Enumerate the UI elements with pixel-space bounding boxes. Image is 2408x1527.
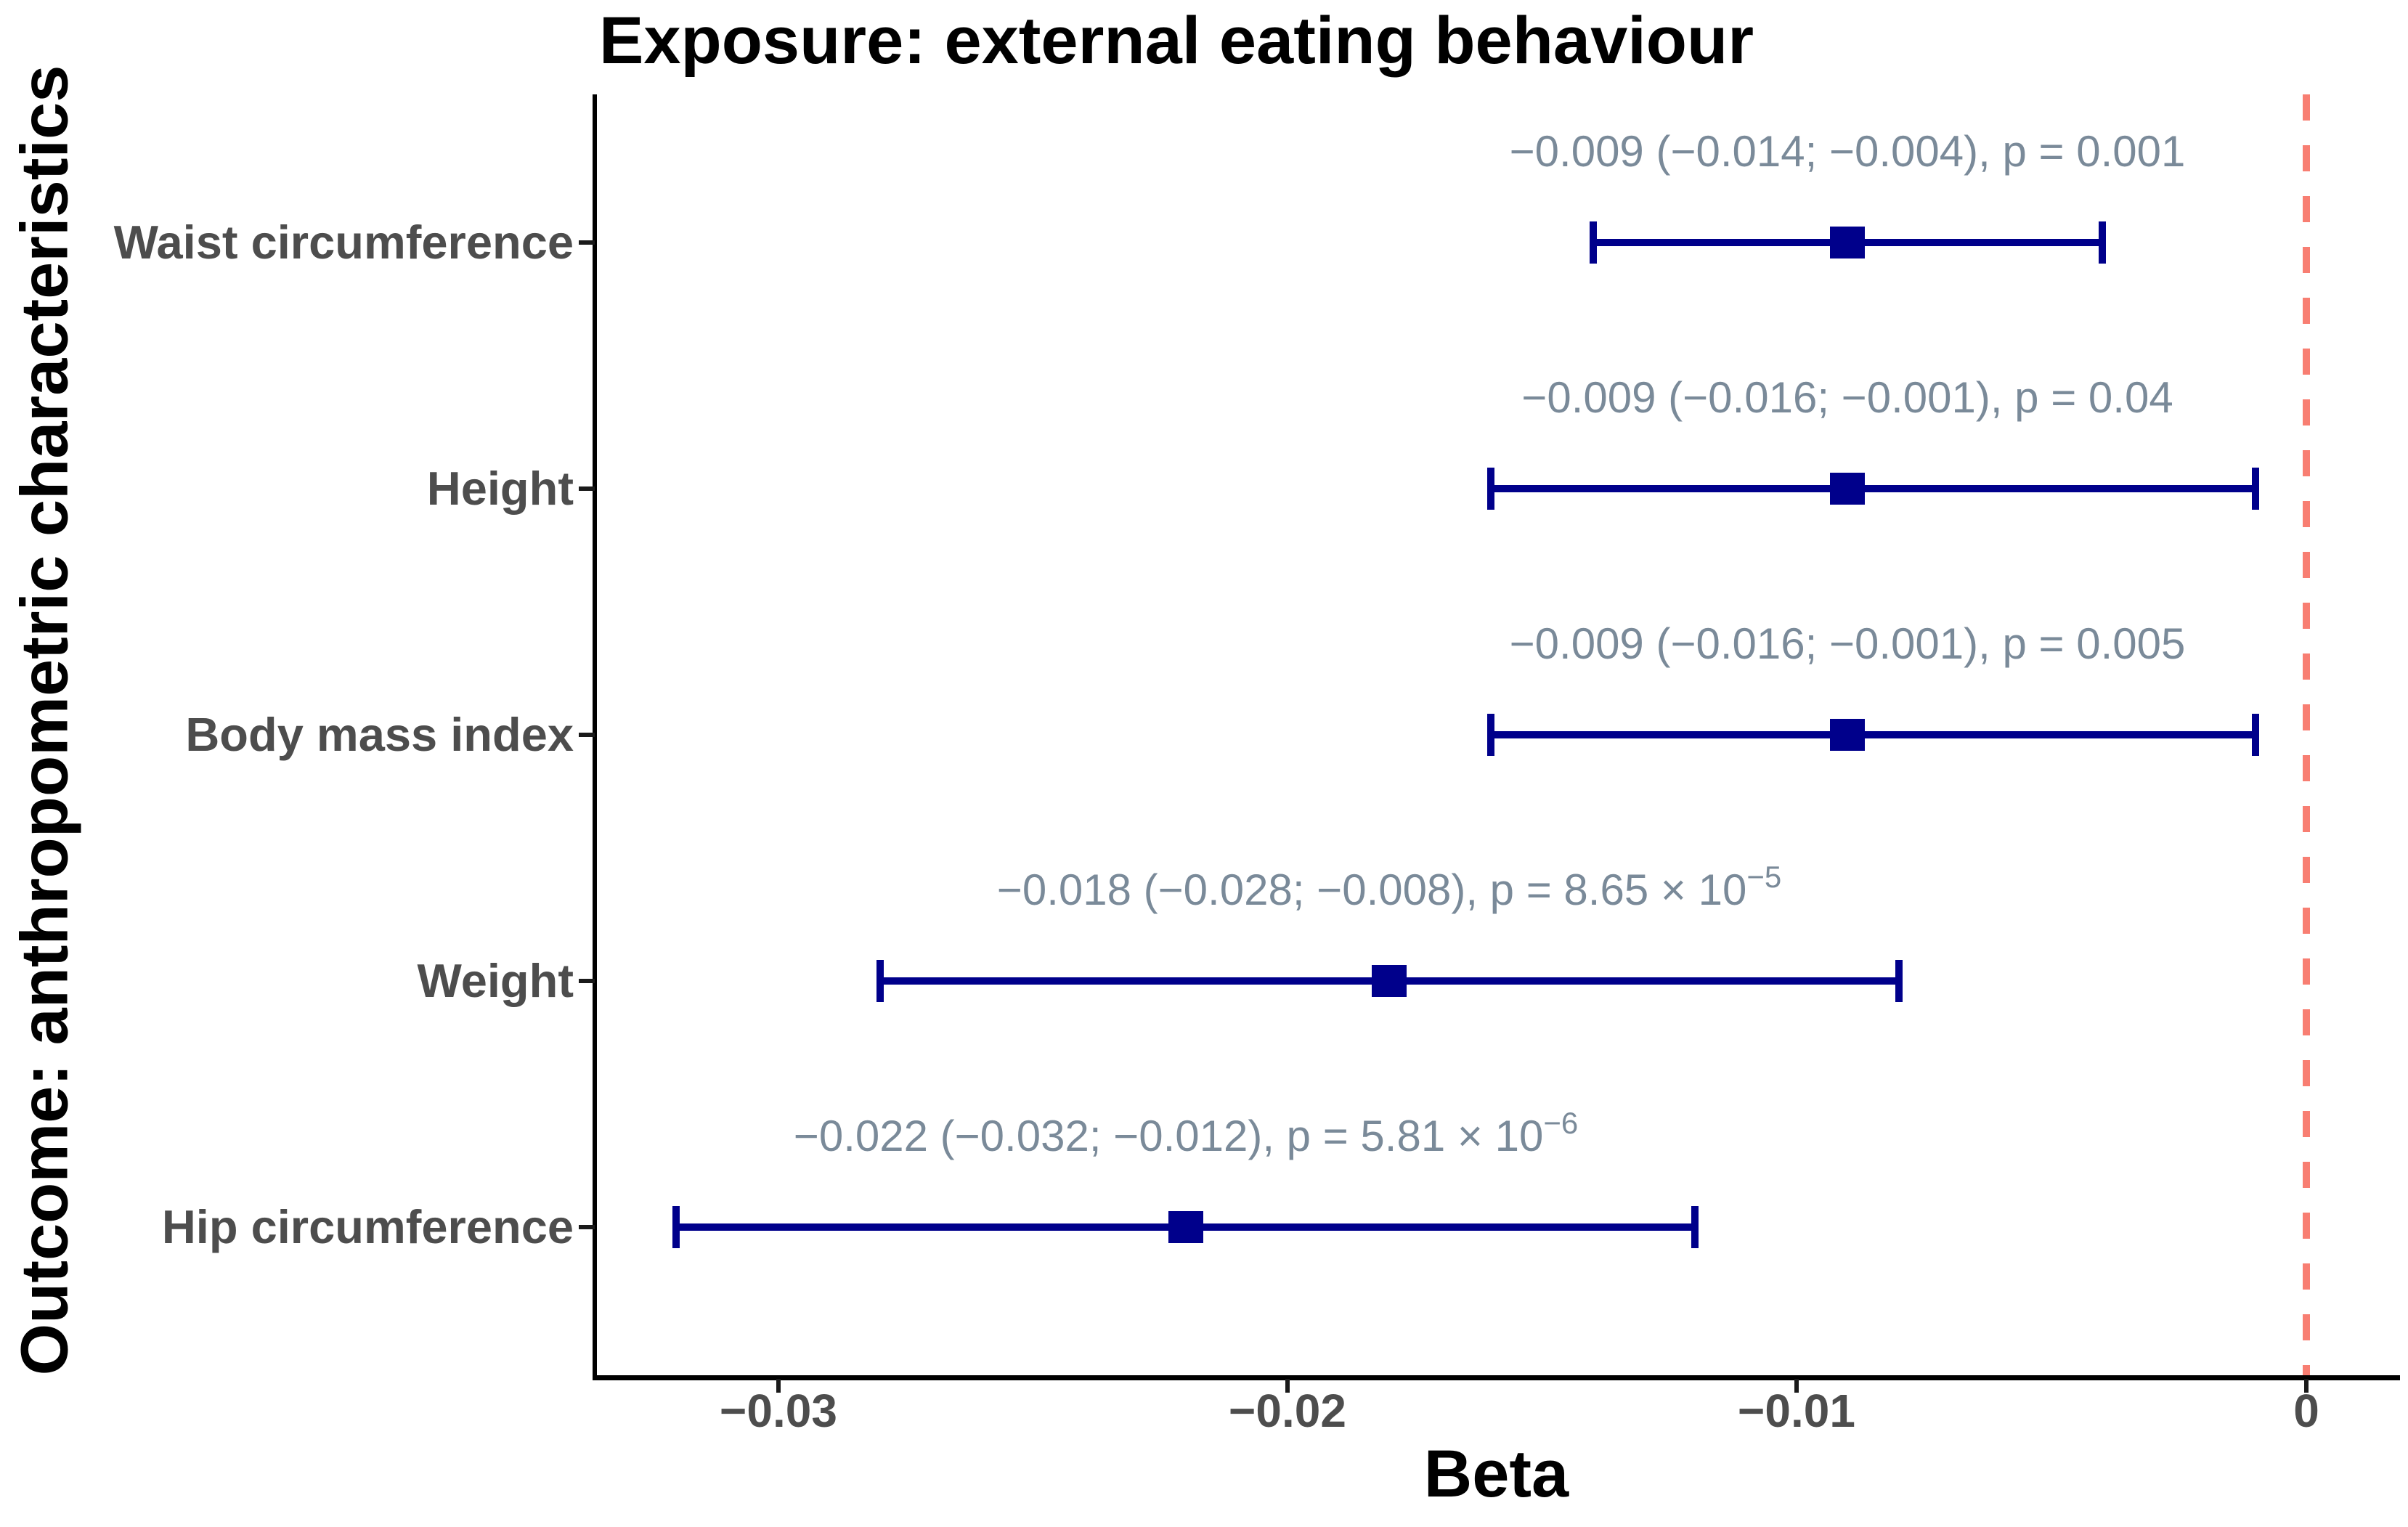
y-axis-tick bbox=[579, 486, 595, 491]
y-axis-line bbox=[593, 94, 597, 1380]
x-axis-tick-label: −0.02 bbox=[1229, 1385, 1346, 1437]
y-axis-tick bbox=[579, 979, 595, 983]
x-axis-title: Beta bbox=[1423, 1437, 1569, 1511]
y-axis-tick bbox=[579, 240, 595, 245]
error-bar-cap-left bbox=[672, 1206, 680, 1248]
x-axis-tick-label: −0.03 bbox=[720, 1385, 837, 1437]
error-bar-line bbox=[1491, 485, 2256, 492]
error-bar-cap-left bbox=[1590, 221, 1597, 264]
x-axis-tick bbox=[2304, 1379, 2309, 1393]
error-bar-cap-left bbox=[1487, 468, 1494, 510]
error-bar-cap-right bbox=[2252, 468, 2259, 510]
point-estimate-square bbox=[1372, 965, 1407, 997]
x-axis-tick bbox=[776, 1379, 781, 1393]
x-axis-line bbox=[593, 1375, 2400, 1380]
x-axis-tick-label: 0 bbox=[2293, 1385, 2319, 1437]
estimate-annotation-text: −0.009 (−0.014; −0.004), p = 0.001 bbox=[1509, 127, 2186, 176]
estimate-annotation: −0.009 (−0.016; −0.001), p = 0.04 bbox=[1521, 372, 2173, 423]
y-axis-category-label: Hip circumference bbox=[161, 1200, 574, 1253]
point-estimate-square bbox=[1830, 473, 1865, 505]
estimate-annotation: −0.022 (−0.032; −0.012), p = 5.81 × 10−6 bbox=[793, 1106, 1578, 1166]
error-bar-line bbox=[1491, 731, 2256, 738]
error-bar-cap-right bbox=[1691, 1206, 1699, 1248]
estimate-annotation-text: −0.022 (−0.032; −0.012), p = 5.81 × 10 bbox=[793, 1112, 1544, 1160]
estimate-annotation: −0.009 (−0.016; −0.001), p = 0.005 bbox=[1510, 619, 2186, 669]
y-axis-tick bbox=[579, 733, 595, 737]
x-axis-tick bbox=[1794, 1379, 1799, 1393]
y-axis-category-label: Height bbox=[426, 462, 574, 515]
y-axis-category-label: Body mass index bbox=[185, 708, 574, 761]
estimate-annotation-text: −0.018 (−0.028; −0.008), p = 8.65 × 10 bbox=[996, 866, 1747, 914]
point-estimate-square bbox=[1168, 1211, 1203, 1243]
point-estimate-square bbox=[1830, 227, 1865, 258]
error-bar-cap-right bbox=[1895, 960, 1903, 1002]
y-axis-category-label: Waist circumference bbox=[113, 216, 574, 269]
y-axis-tick bbox=[579, 1225, 595, 1229]
estimate-annotation-text: −0.009 (−0.016; −0.001), p = 0.005 bbox=[1509, 619, 2186, 668]
point-estimate-square bbox=[1830, 719, 1865, 751]
p-value-exponent: −5 bbox=[1746, 860, 1782, 894]
chart-title: Exposure: external eating behaviour bbox=[598, 4, 1754, 78]
p-value-exponent: −6 bbox=[1543, 1106, 1579, 1140]
x-axis-tick bbox=[1285, 1379, 1290, 1393]
y-axis-category-label: Weight bbox=[417, 954, 574, 1007]
error-bar-cap-right bbox=[2252, 714, 2259, 756]
estimate-annotation: −0.009 (−0.014; −0.004), p = 0.001 bbox=[1510, 126, 2186, 177]
estimate-annotation-text: −0.009 (−0.016; −0.001), p = 0.04 bbox=[1521, 373, 2173, 422]
estimate-annotation: −0.018 (−0.028; −0.008), p = 8.65 × 10−5 bbox=[996, 860, 1781, 920]
error-bar-cap-right bbox=[2099, 221, 2106, 264]
error-bar-cap-left bbox=[876, 960, 884, 1002]
plot-panel: −0.009 (−0.014; −0.004), p = 0.001 −0.009… bbox=[595, 94, 2398, 1375]
x-axis-tick-label: −0.01 bbox=[1738, 1385, 1855, 1437]
error-bar-cap-left bbox=[1487, 714, 1494, 756]
zero-reference-line bbox=[2303, 94, 2310, 1375]
